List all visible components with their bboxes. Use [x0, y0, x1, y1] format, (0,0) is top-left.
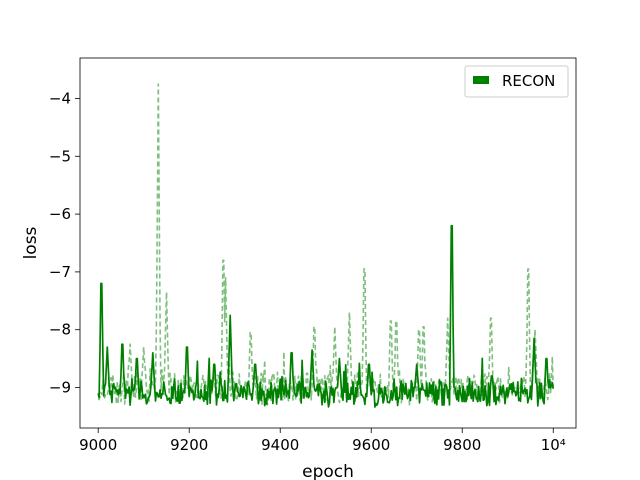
y-tick-label: −6: [49, 205, 71, 223]
x-tick-label: 9200: [170, 436, 208, 454]
plot-area-frame: [79, 57, 577, 429]
legend: RECON: [464, 65, 569, 98]
legend-box: [464, 65, 569, 98]
x-tick-label: 9600: [352, 436, 390, 454]
x-tick-label: 10⁴: [541, 436, 566, 454]
y-axis: −4 −5 −6 −7 −8 −9: [49, 89, 80, 397]
x-tick-label: 9400: [261, 436, 299, 454]
y-tick-label: −9: [49, 379, 71, 397]
legend-swatch: [473, 76, 489, 84]
legend-label-recon: RECON: [502, 72, 555, 90]
x-tick-label: 9800: [443, 436, 481, 454]
series-line: [97, 83, 554, 406]
y-tick-label: −5: [49, 147, 71, 165]
series-recon: [97, 224, 555, 408]
y-tick-label: −4: [49, 89, 71, 107]
y-tick-label: −8: [49, 321, 71, 339]
x-axis: 9000 9200 9400 9600 9800 10⁴: [79, 428, 566, 454]
x-tick-label: 9000: [79, 436, 117, 454]
series-faded-dashed: [97, 83, 554, 406]
y-axis-label: loss: [21, 226, 41, 259]
x-axis-label: epoch: [302, 462, 354, 480]
series-line: [97, 224, 555, 408]
y-tick-label: −7: [49, 263, 71, 281]
